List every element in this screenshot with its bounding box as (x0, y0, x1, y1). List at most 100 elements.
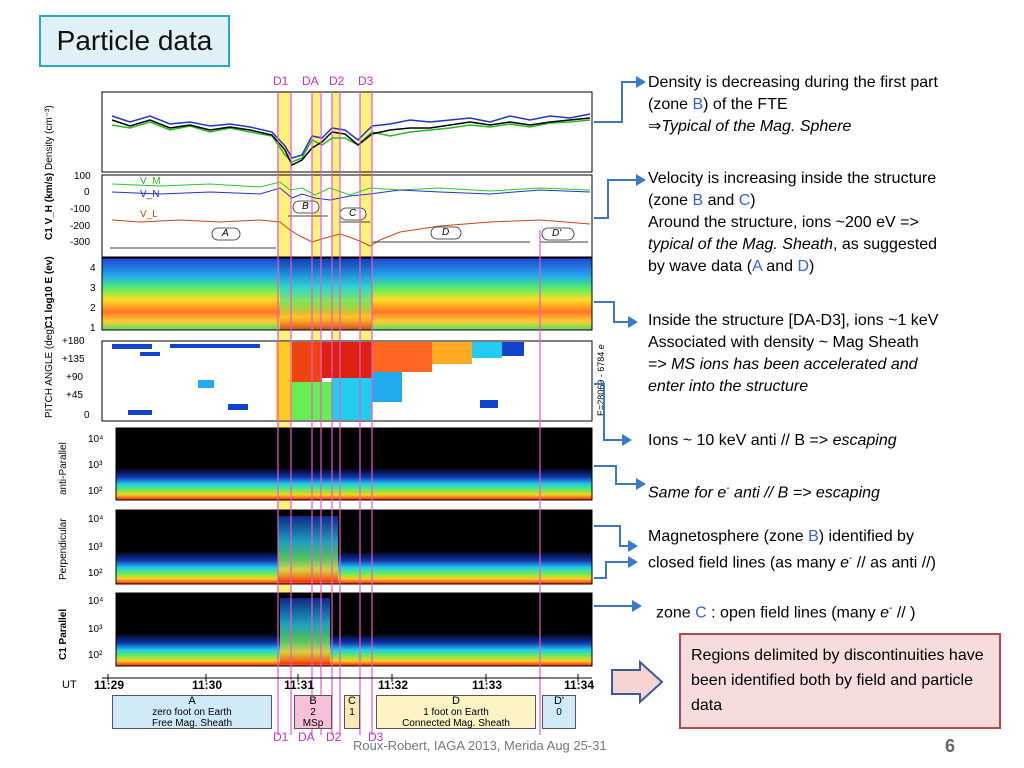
velocity-zone-label: D (442, 227, 450, 238)
text: anti // B => escaping (729, 484, 880, 502)
zone-line1: 0 (556, 707, 562, 718)
energy-tick: 4 (90, 263, 96, 274)
slide-footer: Roux-Robert, IAGA 2013, Merida Aug 25-31 (353, 738, 607, 753)
series-label: V_L (140, 209, 158, 220)
annotation-line: (zone B and C) (648, 190, 1018, 212)
annotation-energy: Inside the structure [DA-D3], ions ~1 ke… (648, 310, 1018, 398)
text: ) (809, 258, 815, 275)
energy-tick: 1 (90, 323, 96, 334)
text: (zone (648, 96, 693, 113)
zone-line1: zero foot on Earth (152, 707, 232, 718)
anti-parallel-tick: 10² (88, 486, 103, 497)
annotation-line: Density is decreasing during the first p… (648, 74, 938, 91)
disc-label-bottom: D1 (273, 730, 289, 744)
text: e (840, 554, 849, 572)
zone-ref: B (692, 96, 704, 113)
text: , as suggested (833, 236, 938, 253)
text: : open field lines (many (706, 604, 881, 622)
zone-ref: D (797, 258, 810, 275)
time-label: 11:32 (378, 678, 409, 692)
annotation-electrons-escaping: Same for e- anti // B => escaping (648, 478, 1018, 504)
velocity-tick: 100 (74, 171, 91, 182)
superscript: - (726, 483, 730, 494)
annotation-line: Associated with density ~ Mag Sheath (648, 334, 919, 351)
velocity-tick: -200 (70, 221, 91, 232)
zone-letter: C (348, 695, 356, 707)
text: closed field lines (as many (648, 554, 841, 572)
velocity-tick: 0 (84, 187, 90, 198)
pitch-tick: +180 (62, 336, 85, 347)
annotation-magnetosphere: Magnetosphere (zone B) identified by clo… (648, 526, 1018, 574)
perpendicular-tick: 10³ (88, 542, 103, 553)
text: e (880, 604, 890, 622)
disc-label-top: D3 (358, 74, 374, 88)
zone-letter: B (309, 695, 317, 707)
zone-ref: B (808, 528, 819, 545)
parallel-tick: 10² (88, 650, 103, 661)
time-axis-unit: UT (62, 679, 77, 691)
disc-label-top: DA (302, 74, 319, 88)
disc-label-bottom: D3 (368, 730, 384, 744)
zone-line2: Free Mag. Sheath (151, 718, 233, 729)
series-label: V_M (140, 176, 161, 187)
zone-box-d: D 1 foot on Earth Connected Mag. Sheath (376, 695, 536, 729)
energy-tick: 3 (90, 283, 96, 294)
time-label: 11:30 (192, 678, 223, 692)
zone-box-b: B 2 MSp (294, 695, 332, 729)
text: (zone (648, 192, 693, 209)
text: Ions ~ 10 keV anti // B => (648, 432, 833, 449)
anti-parallel-tick: 10⁴ (88, 434, 104, 445)
zone-ref: B (692, 192, 704, 209)
zone-line1: 2 (310, 707, 316, 718)
annotation-ions-escaping: Ions ~ 10 keV anti // B => escaping (648, 430, 1018, 452)
zone-line1: 1 foot on Earth (423, 707, 489, 718)
text: Magnetosphere (zone (648, 528, 809, 545)
parallel-tick: 10³ (88, 624, 103, 635)
disc-label-bottom: DA (298, 730, 315, 744)
annotation-line: closed field lines (as many e- // as ant… (648, 548, 1018, 574)
annotation-line: by wave data (A and D) (648, 256, 1018, 278)
text: Same for e (648, 484, 727, 502)
disc-label-bottom: D2 (326, 730, 342, 744)
annotation-line: Around the structure, ions ~200 eV => (648, 214, 919, 231)
page-number: 6 (945, 736, 956, 756)
disc-label-top: D2 (329, 74, 345, 88)
pitch-tick: +135 (62, 354, 85, 365)
conclusion-box: Regions delimited by discontinuities hav… (679, 633, 1001, 729)
discontinuity-lines (277, 92, 541, 735)
pitch-angle-blocks (112, 342, 524, 420)
superscript: - (889, 603, 893, 614)
time-label: 11:34 (564, 678, 595, 692)
text: zone (656, 604, 696, 622)
velocity-tick: -100 (70, 204, 91, 215)
time-label: 11:29 (94, 678, 125, 692)
perpendicular-tick: 10⁴ (88, 514, 104, 525)
text: by wave data ( (648, 258, 753, 275)
annotation-line: ⇒Typical of the Mag. Sphere (648, 116, 1018, 138)
zone-ref: C (695, 604, 707, 622)
series-label: V_N (140, 189, 160, 200)
text: // ) (892, 604, 916, 622)
annotation-line: Velocity is increasing inside the struct… (648, 170, 937, 187)
text: escaping (832, 432, 897, 449)
velocity-zone-label: D' (552, 228, 562, 239)
perpendicular-tick: 10² (88, 568, 103, 579)
annotation-line: typical of the Mag. Sheath, as suggested (648, 234, 1018, 256)
zone-letter: D (452, 695, 460, 707)
zone-ref: C (738, 192, 751, 209)
text: enter into the structure (648, 378, 809, 395)
annotation-line: (zone B) of the FTE (648, 94, 1018, 116)
text: ) of the FTE (703, 96, 788, 113)
text: and (703, 192, 739, 209)
time-label: 11:33 (472, 678, 503, 692)
velocity-zone-label: A (222, 228, 229, 239)
superscript: - (849, 553, 853, 564)
zone-line2: Connected Mag. Sheath (402, 718, 510, 729)
text: and (761, 258, 798, 275)
text: Typical of the Mag. Sphere (661, 118, 852, 135)
zone-line1: 1 (349, 707, 355, 718)
velocity-zone-label: B (302, 201, 309, 212)
figure-svg (101, 91, 593, 735)
text: MS ions has been accelerated and (671, 356, 918, 373)
pitch-tick: +90 (66, 372, 83, 383)
